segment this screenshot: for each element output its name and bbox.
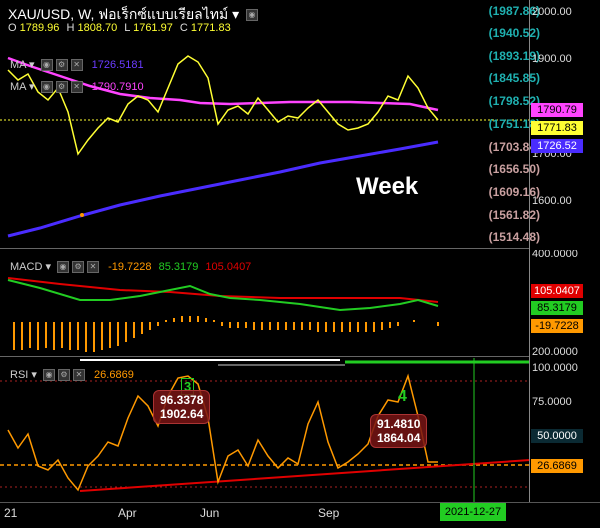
ma-long-line (7, 140, 439, 238)
rsi-pane[interactable]: RSI ▾ ◉ ⚙ ✕ 26.6869 3 96.3378 1902.64 4 91… (0, 358, 600, 502)
price-axis-label: 1900.00 (532, 53, 572, 65)
scale-label: (1987.86) (488, 4, 540, 18)
gear-icon[interactable]: ⚙ (55, 81, 68, 94)
rsi-annotation-1-line1: 96.3378 (160, 393, 204, 407)
gear-icon[interactable]: ⚙ (57, 369, 70, 382)
macd-signal-value: 105.0407 (205, 261, 252, 273)
ma-short-line (7, 56, 439, 112)
close-icon[interactable]: ✕ (70, 59, 83, 72)
gear-icon[interactable]: ⚙ (72, 261, 85, 274)
ohlc-o-value: 1789.96 (19, 22, 60, 34)
cursor-date-tag: 2021-12-27 (440, 503, 506, 521)
rsi-value-tag: 26.6869 (531, 459, 583, 473)
rsi-legend[interactable]: RSI ▾ ◉ ⚙ ✕ 26.6869 (10, 368, 134, 382)
ohlc-h-key: H (66, 22, 75, 34)
scale-label: (1751.18) (488, 117, 540, 131)
rsi-annotation-2-line1: 91.4810 (377, 417, 421, 431)
rsi-annotation-box-2: 91.4810 1864.04 (370, 414, 428, 448)
ma-marker (80, 213, 84, 217)
time-axis[interactable] (0, 502, 600, 528)
scale-label: (1609.16) (488, 185, 540, 199)
time-tick: 21 (4, 506, 18, 520)
rsi-trendline (79, 459, 531, 492)
macd-legend[interactable]: MACD ▾ ◉ ⚙ ✕ -19.7228 85.3179 105.0407 (10, 260, 252, 274)
price-axis-label: 1600.00 (532, 195, 572, 207)
ohlc-h-value: 1808.70 (77, 22, 118, 34)
rsi-axis-label-50: 50.0000 (531, 429, 583, 443)
chart-title[interactable]: XAU/USD, W, ฟอเร็กซ์แบบเรียลไทม์ ▾ ◉ (8, 4, 259, 26)
macd-axis-label: 200.0000 (532, 346, 578, 356)
rsi-axis-label: 100.0000 (532, 362, 578, 374)
scale-label: (1561.82) (488, 208, 540, 222)
ohlc-o-key: O (8, 22, 17, 34)
macd-chart-svg (7, 277, 439, 352)
macd-hist-value: -19.7228 (108, 261, 152, 273)
ma2-label[interactable]: MA ▾ (10, 81, 35, 93)
macd-hist-tag: -19.7228 (531, 319, 583, 333)
rsi-chart-svg (0, 358, 531, 502)
ohlc-readout: O 1789.96 H 1808.70 L 1761.97 C 1771.83 (8, 22, 235, 34)
ma1-legend[interactable]: MA ▾ ◉ ⚙ ✕ 1726.5181 (10, 58, 144, 72)
price-line (7, 55, 439, 156)
time-tick: Apr (118, 506, 137, 520)
price-chart-svg (0, 55, 530, 238)
scale-label: (1940.52) (488, 26, 540, 40)
close-icon[interactable]: ✕ (70, 81, 83, 94)
ma1-label[interactable]: MA ▾ (10, 59, 35, 71)
ma1-price-tag: 1726.52 (531, 139, 583, 153)
macd-signal-tag: 105.0407 (531, 284, 583, 298)
price-axis-label: 2000.00 (532, 6, 572, 18)
price-pane[interactable]: XAU/USD, W, ฟอเร็กซ์แบบเรียลไทม์ ▾ ◉ O 1… (0, 0, 600, 248)
eye-icon[interactable]: ◉ (40, 81, 53, 94)
ohlc-l-key: L (124, 22, 131, 34)
rsi-annotation-2-line2: 1864.04 (377, 431, 421, 445)
pane-separator[interactable] (0, 248, 530, 249)
eye-icon[interactable]: ◉ (57, 261, 70, 274)
macd-label[interactable]: MACD ▾ (10, 261, 51, 273)
ma2-price-tag: 1790.79 (531, 103, 583, 117)
rsi-line (7, 373, 438, 492)
pane-separator[interactable] (0, 356, 530, 357)
macd-pane[interactable]: MACD ▾ ◉ ⚙ ✕ -19.7228 85.3179 105.0407 400… (0, 250, 600, 356)
ma2-value: 1790.7910 (91, 81, 144, 93)
close-icon[interactable]: ✕ (72, 369, 85, 382)
rsi-value: 26.6869 (94, 369, 134, 381)
time-tick: Sep (318, 506, 340, 520)
time-tick: Jun (200, 506, 220, 520)
scale-label: (1703.84) (488, 140, 540, 154)
chart-title-text[interactable]: XAU/USD, W, ฟอเร็กซ์แบบเรียลไทม์ ▾ (8, 6, 240, 22)
rsi-axis-label: 75.0000 (532, 396, 572, 408)
close-icon[interactable]: ✕ (87, 261, 100, 274)
ohlc-c-key: C (179, 22, 188, 34)
time-axis-border (0, 502, 600, 503)
close-price-tag: 1771.83 (531, 121, 583, 135)
scale-label: (1514.48) (488, 230, 540, 244)
scale-label: (1798.52) (488, 94, 540, 108)
ma2-legend[interactable]: MA ▾ ◉ ⚙ ✕ 1790.7910 (10, 80, 144, 94)
eye-icon[interactable]: ◉ (246, 9, 259, 22)
price-axis-divider (529, 0, 530, 502)
ohlc-c-value: 1771.83 (190, 22, 231, 34)
rsi-annotation-box-1: 96.3378 1902.64 (153, 390, 211, 424)
macd-line-value: 85.3179 (158, 261, 199, 273)
scale-label: (1893.19) (488, 49, 540, 63)
gear-icon[interactable]: ⚙ (55, 59, 68, 72)
eye-icon[interactable]: ◉ (42, 369, 55, 382)
rsi-peak-marker-4: 4 (398, 388, 407, 405)
ma1-value: 1726.5181 (91, 59, 144, 71)
rsi-annotation-1-line2: 1902.64 (160, 407, 204, 421)
scale-label: (1845.85) (488, 71, 540, 85)
macd-line-tag: 85.3179 (531, 301, 583, 315)
ohlc-l-value: 1761.97 (133, 22, 173, 34)
week-annotation: Week (356, 173, 419, 200)
eye-icon[interactable]: ◉ (40, 59, 53, 72)
scale-label: (1656.50) (488, 162, 540, 176)
macd-line (7, 279, 439, 312)
rsi-label[interactable]: RSI ▾ (10, 369, 37, 381)
macd-axis-label: 400.0000 (532, 250, 578, 260)
macd-histogram (13, 316, 439, 352)
